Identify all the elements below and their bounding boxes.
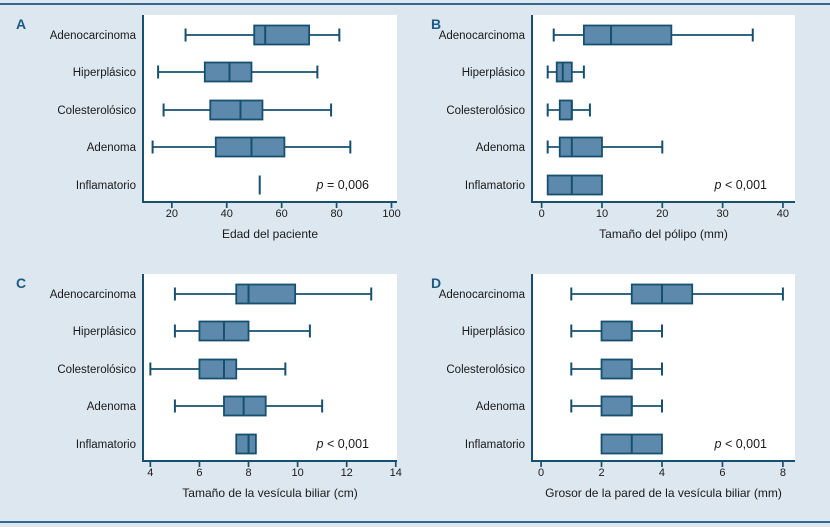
x-tick-label: 14 (390, 467, 402, 479)
box-adenoma (558, 136, 603, 158)
x-tick-label: 8 (780, 467, 786, 479)
box-colesterolo-sico (600, 358, 633, 380)
box-colesterolo-sico (198, 358, 238, 380)
p-value-label: p < 0,001 (714, 178, 768, 192)
x-axis-title: Tamaño del pólipo (mm) (599, 227, 728, 241)
box-adenocarcinoma (235, 283, 297, 305)
box-adenocarcinoma (253, 24, 311, 46)
x-tick-label: 12 (341, 467, 353, 479)
category-label-inflamatorio: Inflamatorio (465, 439, 525, 451)
panel-D: D Adenocarcinoma Hiperplásico Colesterolósi… (415, 264, 830, 523)
category-label-adenocarcinoma: Adenocarcinoma (439, 30, 526, 42)
box-colesterolo-sico (558, 99, 573, 121)
category-label-colesterolo-sico: Colesterolósico (446, 105, 525, 117)
x-tick-label: 80 (330, 208, 342, 220)
top-rule (0, 3, 830, 5)
x-tick-label: 30 (716, 208, 728, 220)
panels-grid: A Adenocarcinoma Hiperplásico Colesterolósi… (0, 5, 830, 523)
x-tick-label: 0 (538, 467, 544, 479)
x-tick-label: 100 (382, 208, 400, 220)
panel-letter: D (431, 275, 441, 291)
category-label-adenoma: Adenoma (476, 401, 526, 413)
p-value-label: p < 0,001 (316, 437, 370, 451)
p-value-label: p = 0,006 (316, 178, 370, 192)
x-tick-label: 20 (166, 208, 178, 220)
category-label-colesterolo-sico: Colesterolósico (57, 105, 136, 117)
box-inflamatorio (235, 433, 257, 455)
x-tick-label: 2 (598, 467, 604, 479)
panel-A: A Adenocarcinoma Hiperplásico Colesterolósi… (0, 5, 415, 264)
box-adenoma (223, 395, 267, 417)
plot-area (143, 15, 397, 202)
x-axis-title: Grosor de la pared de la vesícula biliar… (545, 486, 782, 500)
box-adenocarcinoma (582, 24, 673, 46)
category-label-inflamatorio: Inflamatorio (76, 439, 136, 451)
x-tick-label: 10 (291, 467, 303, 479)
x-tick-label: 6 (719, 467, 725, 479)
x-axis-title: Tamaño de la vesícula biliar (cm) (182, 486, 357, 500)
x-axis-title: Edad del paciente (222, 227, 318, 241)
panel-A-plot: A Adenocarcinoma Hiperplásico Colesterolósi… (16, 15, 401, 241)
x-tick-label: 4 (659, 467, 665, 479)
category-label-adenocarcinoma: Adenocarcinoma (50, 30, 137, 42)
category-label-adenoma: Adenoma (87, 401, 137, 413)
box-adenoma (214, 136, 286, 158)
x-tick-label: 60 (276, 208, 288, 220)
category-label-adenoma: Adenoma (87, 142, 137, 154)
box-hiperpla-sico (203, 61, 253, 83)
category-label-hiperpla-sico: Hiperplásico (462, 326, 525, 338)
x-tick-label: 40 (221, 208, 233, 220)
panel-letter: B (431, 16, 441, 32)
category-label-hiperpla-sico: Hiperplásico (73, 326, 136, 338)
box-colesterolo-sico (209, 99, 264, 121)
panel-letter: A (16, 16, 26, 32)
category-label-adenocarcinoma: Adenocarcinoma (439, 289, 526, 301)
category-label-hiperpla-sico: Hiperplásico (462, 67, 525, 79)
x-tick-label: 20 (656, 208, 668, 220)
panel-letter: C (16, 275, 26, 291)
box-inflamatorio (546, 174, 603, 196)
box-hiperpla-sico (555, 61, 573, 83)
category-label-colesterolo-sico: Colesterolósico (57, 364, 136, 376)
category-label-adenoma: Adenoma (476, 142, 526, 154)
bottom-rule (0, 521, 830, 523)
x-tick-label: 10 (596, 208, 608, 220)
panel-C: C Adenocarcinoma Hiperplásico Colesterolósi… (0, 264, 415, 523)
plot-area (532, 15, 795, 202)
x-tick-label: 4 (147, 467, 153, 479)
category-label-inflamatorio: Inflamatorio (465, 180, 525, 192)
plot-area (532, 274, 795, 461)
p-value-label: p < 0,001 (714, 437, 768, 451)
category-label-adenocarcinoma: Adenocarcinoma (50, 289, 137, 301)
x-tick-label: 0 (539, 208, 545, 220)
category-label-colesterolo-sico: Colesterolósico (446, 364, 525, 376)
box-adenoma (600, 395, 633, 417)
box-hiperpla-sico (600, 320, 633, 342)
category-label-hiperpla-sico: Hiperplásico (73, 67, 136, 79)
x-tick-label: 8 (245, 467, 251, 479)
category-label-inflamatorio: Inflamatorio (76, 180, 136, 192)
panel-B: B Adenocarcinoma Hiperplásico Colesterolósi… (415, 5, 830, 264)
plot-area (143, 274, 397, 461)
x-tick-label: 40 (777, 208, 789, 220)
panel-C-plot: C Adenocarcinoma Hiperplásico Colesterolósi… (16, 274, 402, 500)
x-tick-label: 6 (196, 467, 202, 479)
